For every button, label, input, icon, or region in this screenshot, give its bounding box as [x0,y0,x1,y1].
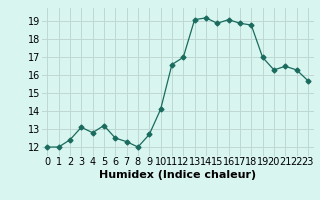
X-axis label: Humidex (Indice chaleur): Humidex (Indice chaleur) [99,170,256,180]
